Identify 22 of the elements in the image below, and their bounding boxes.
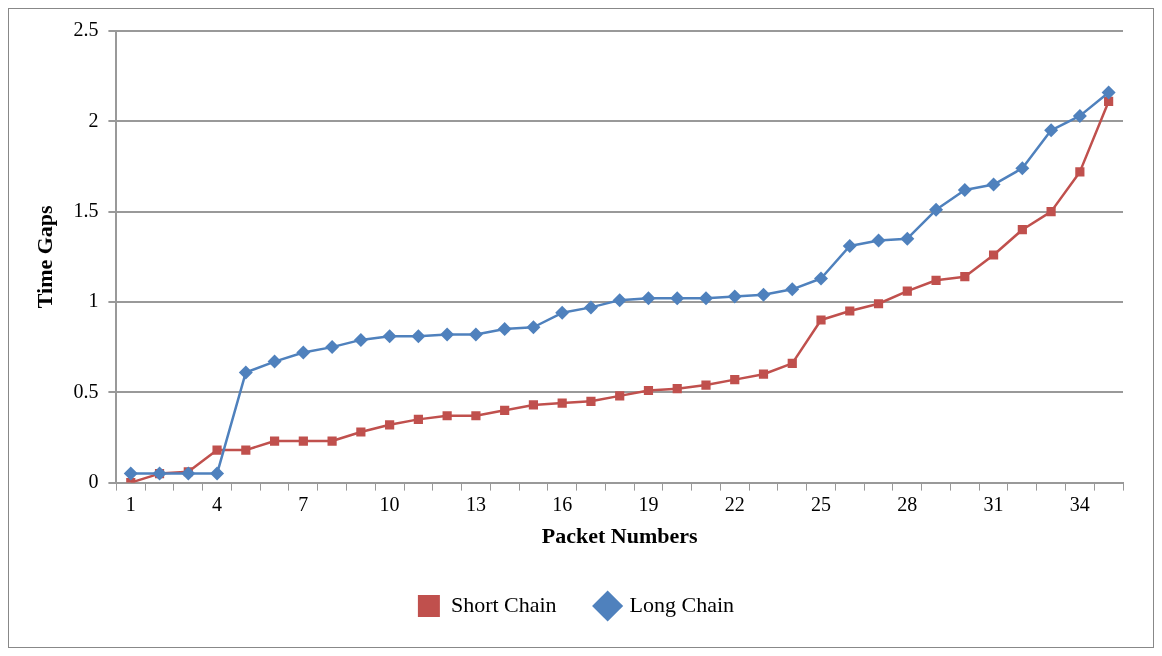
- legend-label: Long Chain: [629, 591, 735, 617]
- x-tick-label: 22: [724, 492, 745, 515]
- x-tick-label: 7: [298, 492, 309, 515]
- x-tick-label: 34: [1069, 492, 1090, 515]
- x-tick-label: 19: [638, 492, 659, 515]
- x-tick-label: 10: [379, 492, 400, 515]
- x-tick-label: 1: [125, 492, 136, 515]
- y-tick-label: 2.5: [73, 18, 99, 41]
- legend-label: Short Chain: [450, 591, 557, 617]
- x-tick-label: 13: [465, 492, 486, 515]
- x-tick-label: 25: [811, 492, 832, 515]
- x-tick-label: 4: [212, 492, 223, 515]
- x-tick-label: 28: [897, 492, 918, 515]
- y-tick-label: 0: [88, 469, 99, 492]
- y-tick-label: 1: [88, 289, 99, 312]
- x-axis-title: Packet Numbers: [541, 523, 699, 549]
- y-tick-label: 1.5: [73, 198, 99, 221]
- y-tick-label: 2: [88, 108, 99, 131]
- y-axis-title: Time Gaps: [31, 204, 57, 309]
- x-tick-label: 31: [983, 492, 1004, 515]
- y-tick-label: 0.5: [73, 379, 99, 402]
- x-tick-label: 16: [552, 492, 573, 515]
